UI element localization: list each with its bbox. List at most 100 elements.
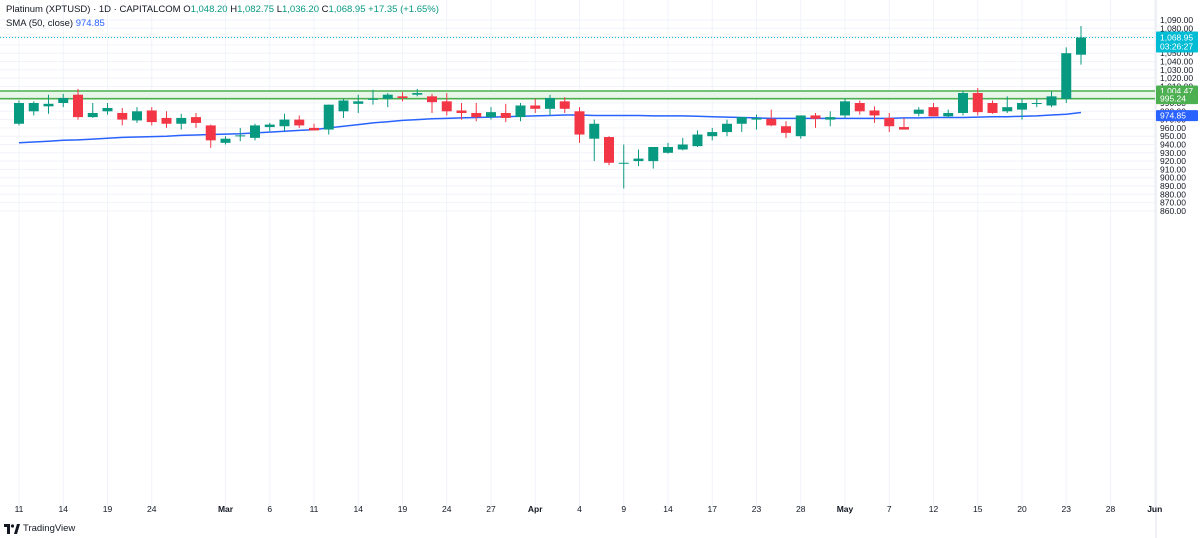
candle-up[interactable] bbox=[58, 98, 69, 103]
candle-up[interactable] bbox=[663, 146, 673, 153]
candle-down[interactable] bbox=[117, 112, 128, 120]
candle-up[interactable] bbox=[235, 135, 246, 137]
candle-up[interactable] bbox=[43, 103, 54, 107]
tradingview-logo[interactable]: TradingView bbox=[4, 523, 75, 534]
price-tick-label: 860.00 bbox=[1160, 206, 1186, 216]
candle-up[interactable] bbox=[692, 134, 703, 147]
symbol-title: Platinum (XPTUSD) · 1D · CAPITALCOM bbox=[6, 4, 181, 15]
candle-up[interactable] bbox=[264, 124, 275, 128]
resistance-zone[interactable] bbox=[0, 90, 1155, 99]
candle-down[interactable] bbox=[500, 112, 511, 118]
candle-up[interactable] bbox=[751, 117, 762, 120]
candle-up[interactable] bbox=[102, 107, 113, 112]
candle-up[interactable] bbox=[795, 115, 806, 137]
price-tick-label: 870.00 bbox=[1160, 198, 1186, 208]
candle-up[interactable] bbox=[1076, 37, 1086, 55]
candle-down[interactable] bbox=[471, 112, 482, 118]
candle-down[interactable] bbox=[854, 103, 865, 112]
time-tick-label: 24 bbox=[147, 504, 157, 514]
candle-up[interactable] bbox=[707, 132, 718, 137]
candle-down[interactable] bbox=[161, 117, 172, 124]
candle-down[interactable] bbox=[456, 110, 467, 113]
candle-down[interactable] bbox=[899, 127, 909, 130]
candle-down[interactable] bbox=[73, 94, 83, 118]
sma-line bbox=[18, 111, 1082, 144]
candle-up[interactable] bbox=[87, 112, 98, 118]
candle-up[interactable] bbox=[1002, 107, 1013, 112]
candle-up[interactable] bbox=[382, 94, 393, 99]
last-price-tag-text: 1,068.95 bbox=[1160, 32, 1193, 42]
candle-up[interactable] bbox=[279, 119, 290, 127]
candle-down[interactable] bbox=[574, 111, 585, 135]
close-value: 1,068.95 bbox=[328, 4, 366, 15]
candle-down[interactable] bbox=[559, 101, 570, 109]
candle-down[interactable] bbox=[530, 105, 541, 109]
candle-up[interactable] bbox=[1061, 53, 1072, 99]
zone-bottom-tag-text: 995.24 bbox=[1160, 94, 1186, 104]
time-tick-label: 20 bbox=[1017, 504, 1027, 514]
candle-down[interactable] bbox=[191, 117, 201, 123]
time-tick-label: 14 bbox=[663, 504, 673, 514]
candle-up[interactable] bbox=[515, 105, 526, 118]
candle-down[interactable] bbox=[146, 110, 157, 123]
candle-down[interactable] bbox=[397, 96, 408, 99]
candle-up[interactable] bbox=[220, 138, 231, 143]
time-tick-label: 9 bbox=[621, 504, 626, 514]
candle-down[interactable] bbox=[972, 93, 983, 113]
candle-down[interactable] bbox=[766, 118, 777, 126]
candle-up[interactable] bbox=[368, 98, 378, 100]
candle-up[interactable] bbox=[28, 103, 39, 112]
candle-down[interactable] bbox=[205, 125, 216, 141]
candle-up[interactable] bbox=[913, 109, 924, 114]
candle-down[interactable] bbox=[441, 101, 452, 112]
candle-up[interactable] bbox=[176, 117, 187, 124]
zone-top-tag-text: 1,004.47 bbox=[1160, 86, 1193, 96]
candle-up[interactable] bbox=[545, 98, 555, 109]
candle-up[interactable] bbox=[486, 112, 496, 118]
candle-up[interactable] bbox=[1031, 103, 1042, 104]
symbol-header: Platinum (XPTUSD) · 1D · CAPITALCOM O1,0… bbox=[6, 4, 439, 15]
price-tick-label: 1,020.00 bbox=[1160, 73, 1193, 83]
candle-up[interactable] bbox=[353, 101, 364, 104]
candle-down[interactable] bbox=[427, 96, 437, 103]
candle-down[interactable] bbox=[294, 119, 305, 126]
candle-up[interactable] bbox=[840, 101, 850, 116]
candle-up[interactable] bbox=[958, 93, 968, 113]
candle-down[interactable] bbox=[309, 127, 319, 131]
candle-up[interactable] bbox=[618, 162, 629, 164]
candle-up[interactable] bbox=[14, 103, 24, 124]
candle-down[interactable] bbox=[987, 103, 998, 113]
candle-up[interactable] bbox=[323, 104, 334, 130]
time-tick-label: 28 bbox=[796, 504, 806, 514]
time-tick-label: 12 bbox=[929, 504, 939, 514]
candle-down[interactable] bbox=[810, 115, 821, 119]
candle-down[interactable] bbox=[781, 126, 791, 133]
candle-up[interactable] bbox=[943, 112, 954, 117]
sma-legend[interactable]: SMA (50, close) 974.85 bbox=[6, 18, 105, 29]
candle-down[interactable] bbox=[928, 107, 939, 117]
candle-up[interactable] bbox=[736, 117, 747, 124]
candle-up[interactable] bbox=[825, 117, 836, 120]
candle-up[interactable] bbox=[1017, 103, 1027, 110]
candle-up[interactable] bbox=[250, 125, 260, 138]
candle-up[interactable] bbox=[412, 93, 423, 95]
candle-up[interactable] bbox=[677, 144, 688, 150]
candle-up[interactable] bbox=[338, 100, 349, 112]
tradingview-logo-text: TradingView bbox=[23, 523, 76, 534]
candle-down[interactable] bbox=[884, 117, 895, 127]
candle-up[interactable] bbox=[589, 123, 600, 139]
sma-value: 974.85 bbox=[75, 18, 105, 29]
candle-down[interactable] bbox=[869, 110, 880, 116]
candle-down[interactable] bbox=[604, 137, 614, 163]
open-value: 1,048.20 bbox=[190, 4, 228, 15]
sma-label: SMA (50, close) bbox=[6, 18, 74, 29]
candle-up[interactable] bbox=[648, 146, 659, 162]
price-tick-label: 890.00 bbox=[1160, 181, 1186, 191]
candle-up[interactable] bbox=[633, 158, 644, 162]
candle-up[interactable] bbox=[722, 123, 732, 133]
candle-up[interactable] bbox=[1046, 96, 1057, 106]
price-tick-label: 910.00 bbox=[1160, 164, 1186, 174]
sma-tag-text: 974.85 bbox=[1160, 111, 1186, 121]
candle-up[interactable] bbox=[132, 111, 142, 121]
